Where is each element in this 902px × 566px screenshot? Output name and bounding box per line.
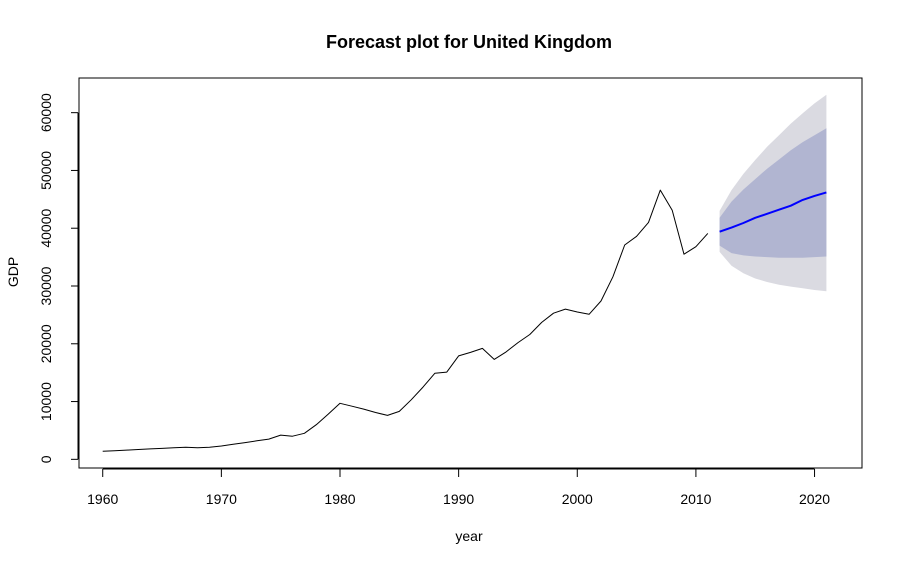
history-line — [102, 189, 709, 452]
y-tick-label: 20000 — [38, 324, 54, 363]
forecast-interval-bands — [719, 94, 827, 292]
x-tick-label: 1980 — [324, 491, 355, 507]
x-tick-label: 2020 — [799, 491, 830, 507]
inner-band — [719, 128, 827, 258]
x-tick-label: 2000 — [562, 491, 593, 507]
x-tick-label: 1970 — [206, 491, 237, 507]
x-axis-label: year — [455, 528, 483, 544]
x-tick-label: 1990 — [443, 491, 474, 507]
y-tick-label: 40000 — [38, 209, 54, 248]
y-tick-label: 10000 — [38, 382, 54, 421]
y-tick-label: 0 — [38, 455, 54, 463]
x-tick-label: 1960 — [87, 491, 118, 507]
y-axis-label: GDP — [5, 257, 21, 287]
plot-frame — [78, 77, 863, 469]
y-tick-label: 50000 — [38, 151, 54, 190]
x-tick-label: 2010 — [680, 491, 711, 507]
y-tick-label: 30000 — [38, 266, 54, 305]
series-lines — [102, 189, 827, 452]
forecast-mean-line — [719, 191, 827, 233]
y-axis: 0 10000 20000 30000 40000 50000 60000 — [38, 93, 79, 463]
chart-title: Forecast plot for United Kingdom — [326, 32, 612, 52]
y-tick-label: 60000 — [38, 93, 54, 132]
x-axis: 1960 1970 1980 1990 2000 2010 2020 — [87, 468, 830, 507]
